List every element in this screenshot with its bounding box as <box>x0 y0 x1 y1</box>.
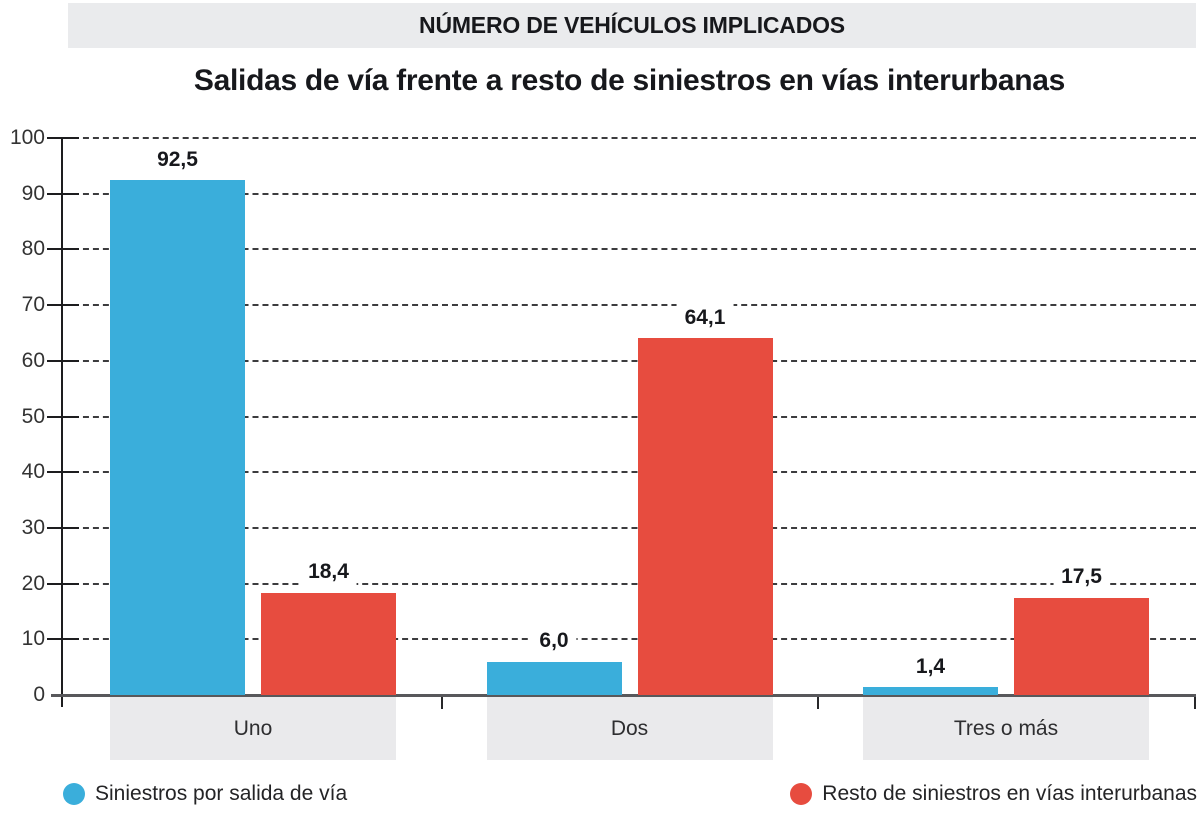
y-axis-tick-40 <box>47 471 79 474</box>
y-axis-tick-10 <box>47 638 79 641</box>
chart-header-band: NÚMERO DE VEHÍCULOS IMPLICADOS <box>68 3 1196 48</box>
bar-value-label: 64,1 <box>676 303 734 332</box>
bar-series2-tres-o-mas: 17,5 <box>1014 563 1149 695</box>
category-label-dos: Dos <box>610 716 649 740</box>
bar-group-uno: 92,5 18,4 <box>110 138 396 695</box>
gridline-10 <box>63 638 1196 641</box>
y-axis-label-90: 90 <box>21 181 45 205</box>
bar-value-label: 92,5 <box>149 145 206 174</box>
gridline-20 <box>63 582 1196 585</box>
category-axis: Uno Dos Tres o más <box>63 697 1196 760</box>
legend-item-series1: Siniestros por salida de vía <box>63 782 347 806</box>
y-axis-label-70: 70 <box>21 293 45 317</box>
category-band-dos: Dos <box>486 697 773 760</box>
x-axis-separator-tick-2 <box>817 697 819 709</box>
gridline-50 <box>63 415 1196 418</box>
x-axis-end-tick <box>1194 697 1196 709</box>
gridline-80 <box>63 248 1196 251</box>
chart-header-text: NÚMERO DE VEHÍCULOS IMPLICADOS <box>419 12 845 38</box>
bar-series2-dos: 64,1 <box>637 303 773 695</box>
bar-value-label: 6,0 <box>531 627 577 656</box>
y-axis-label-50: 50 <box>21 404 45 428</box>
legend: Siniestros por salida de vía Resto de sin… <box>63 782 1197 806</box>
y-axis-tick-50 <box>47 415 79 418</box>
y-axis-label-60: 60 <box>21 348 45 372</box>
category-band-uno: Uno <box>110 697 396 760</box>
gridline-40 <box>63 471 1196 474</box>
gridline-70 <box>63 304 1196 307</box>
x-axis-separator-tick-1 <box>441 697 443 709</box>
bar-group-dos: 6,0 64,1 <box>486 138 773 695</box>
bar-value-label: 18,4 <box>300 558 357 587</box>
gridline-60 <box>63 359 1196 362</box>
bar-group-tres-o-mas: 1,4 17,5 <box>863 138 1149 695</box>
gridline-90 <box>63 192 1196 195</box>
category-label-uno: Uno <box>233 716 273 740</box>
bar-value-label: 1,4 <box>907 653 954 682</box>
y-axis-label-20: 20 <box>21 571 45 595</box>
y-axis-line <box>61 137 63 707</box>
chart-title: Salidas de vía frente a resto de siniest… <box>193 64 1066 97</box>
y-axis-label-30: 30 <box>21 515 45 539</box>
y-axis-label-80: 80 <box>21 237 45 261</box>
bar-series1-dos: 6,0 <box>486 627 622 695</box>
x-axis-line <box>51 694 1196 697</box>
y-axis-tick-100 <box>47 137 79 139</box>
legend-dot-series1 <box>63 783 85 805</box>
y-axis-tick-90 <box>47 192 79 195</box>
y-axis-tick-70 <box>47 304 79 307</box>
bar-series2-uno: 18,4 <box>261 558 396 695</box>
category-band-tres-o-mas: Tres o más <box>863 697 1149 760</box>
y-axis-tick-80 <box>47 248 79 251</box>
y-axis-label-100: 100 <box>9 126 45 150</box>
legend-dot-series2 <box>790 783 813 805</box>
y-axis-tick-30 <box>47 526 79 529</box>
gridline-100 <box>63 137 1196 139</box>
y-axis-tick-20 <box>47 582 79 585</box>
plot-area: 0 10 20 30 40 50 60 70 80 90 100 92,5 18,4 6,0 64,1 1,4… <box>10 127 1196 709</box>
y-axis-label-40: 40 <box>21 460 45 484</box>
legend-item-series2: Resto de siniestros en vías interurbanas <box>790 782 1197 806</box>
bar-series1-uno: 92,5 <box>110 145 245 695</box>
legend-label-series1: Siniestros por salida de vía <box>95 782 348 805</box>
bar-groups: 92,5 18,4 6,0 64,1 1,4 17,5 <box>63 138 1196 695</box>
y-axis-tick-60 <box>47 359 79 362</box>
bar-series1-tres-o-mas: 1,4 <box>863 653 998 695</box>
category-label-tres-o-mas: Tres o más <box>953 716 1059 740</box>
legend-label-series2: Resto de siniestros en vías interurbanas <box>822 782 1197 805</box>
y-axis-label-0: 0 <box>33 683 45 707</box>
y-axis-label-10: 10 <box>21 627 45 651</box>
gridline-30 <box>63 526 1196 529</box>
bar-value-label: 17,5 <box>1053 563 1110 592</box>
